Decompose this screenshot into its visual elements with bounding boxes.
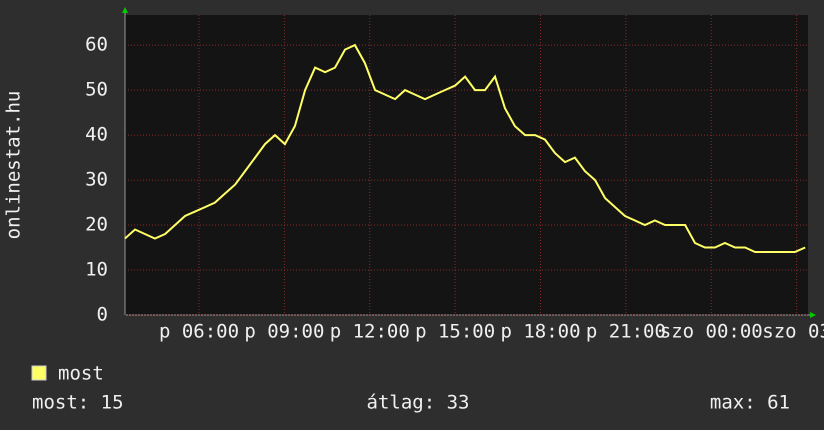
x-tick-label: p 15:00 <box>415 321 495 343</box>
x-tick-label: p 09:00 <box>244 321 324 343</box>
y-tick-label: 50 <box>85 79 108 101</box>
x-tick-label: p 18:00 <box>500 321 580 343</box>
y-tick-label: 40 <box>85 124 108 146</box>
x-arrow <box>810 312 816 318</box>
stat-average: átlag: 33 <box>367 392 470 414</box>
stat-max: max: 61 <box>710 392 790 414</box>
plot-area <box>125 15 808 315</box>
y-arrow <box>122 7 128 13</box>
y-axis-label: onlinestat.hu <box>3 91 25 240</box>
x-tick-label: p 21:00 <box>586 321 666 343</box>
y-tick-label: 20 <box>85 214 108 236</box>
x-tick-label: p 06:00 <box>159 321 239 343</box>
stat-current: most: 15 <box>32 392 124 414</box>
legend-swatch <box>31 365 47 381</box>
y-tick-label: 60 <box>85 34 108 56</box>
x-tick-label: szo 03 <box>762 321 824 343</box>
x-tick-label: szo 00:00 <box>660 321 763 343</box>
data-line <box>124 43 806 253</box>
x-tick-label: p 12:00 <box>330 321 410 343</box>
y-tick-label: 30 <box>85 169 108 191</box>
y-tick-label: 10 <box>85 259 108 281</box>
legend-label: most <box>58 363 104 385</box>
y-tick-label: 0 <box>97 304 108 326</box>
